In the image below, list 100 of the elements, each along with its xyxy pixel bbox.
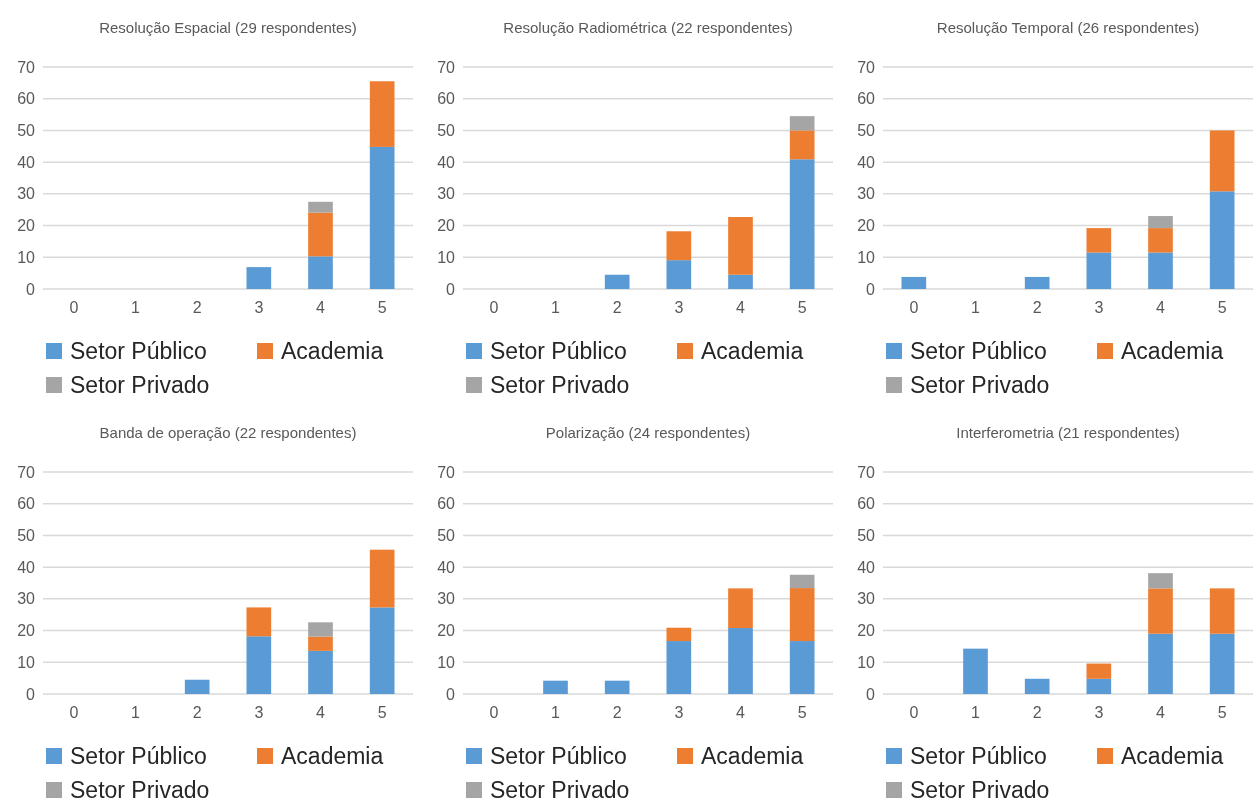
y-tick-label: 0 (26, 280, 36, 298)
bar (1148, 588, 1173, 634)
x-tick-label: 4 (1156, 299, 1166, 316)
y-tick-label: 0 (446, 280, 456, 298)
x-tick-label: 2 (192, 704, 202, 721)
bar (369, 146, 395, 289)
bar (1209, 588, 1235, 634)
x-tick-label: 1 (131, 299, 141, 316)
y-tick-label: 0 (866, 685, 876, 703)
bar (789, 574, 815, 589)
bar (963, 648, 988, 694)
y-tick-label: 40 (857, 558, 876, 576)
bar (246, 636, 272, 694)
bar (1209, 191, 1235, 289)
y-tick-label: 70 (857, 58, 876, 76)
y-tick-label: 20 (437, 217, 456, 235)
x-tick-label: 1 (551, 299, 561, 316)
y-tick-label: 70 (437, 58, 456, 76)
legend-label: Academia (281, 338, 384, 365)
x-tick-label: 3 (674, 299, 684, 316)
bar (1086, 678, 1112, 694)
x-tick-label: 1 (551, 704, 561, 721)
y-tick-label: 60 (857, 495, 876, 513)
bar (1148, 633, 1173, 694)
legend-label: Setor Privado (490, 777, 630, 804)
bar (666, 627, 692, 642)
y-tick-label: 70 (437, 463, 456, 481)
bar (308, 256, 333, 289)
bar (789, 116, 815, 131)
x-tick-label: 4 (316, 704, 326, 721)
y-tick-label: 0 (866, 280, 876, 298)
y-tick-label: 70 (17, 58, 36, 76)
legend-label: Setor Público (490, 338, 627, 365)
bar (666, 641, 692, 694)
x-tick-label: 4 (1156, 704, 1166, 721)
x-tick-label: 0 (69, 299, 79, 316)
y-tick-label: 70 (857, 463, 876, 481)
legend-label: Academia (701, 743, 804, 770)
bar (1148, 216, 1173, 229)
y-tick-label: 40 (17, 558, 36, 576)
y-tick-label: 10 (437, 248, 456, 266)
chart-title: Polarização (24 respondentes) (545, 424, 751, 441)
y-tick-label: 10 (17, 653, 36, 671)
legend-label: Setor Privado (910, 777, 1050, 804)
x-tick-label: 3 (1094, 704, 1104, 721)
x-tick-label: 5 (797, 704, 807, 721)
x-tick-label: 4 (736, 704, 746, 721)
x-tick-label: 5 (1217, 299, 1227, 316)
legend-label: Setor Público (490, 743, 627, 770)
y-tick-label: 30 (437, 590, 456, 608)
bar (369, 607, 395, 694)
y-tick-label: 40 (437, 153, 456, 171)
bar (789, 588, 815, 642)
x-tick-label: 0 (909, 299, 919, 316)
bar (1024, 276, 1050, 289)
legend-label: Academia (1121, 338, 1224, 365)
y-tick-label: 60 (437, 90, 456, 108)
y-tick-label: 10 (857, 248, 876, 266)
y-tick-label: 60 (17, 495, 36, 513)
bar (1086, 228, 1112, 253)
x-tick-label: 3 (254, 704, 264, 721)
y-tick-label: 60 (17, 90, 36, 108)
y-tick-label: 10 (17, 248, 36, 266)
legend-label: Setor Privado (910, 372, 1050, 399)
y-tick-label: 40 (857, 153, 876, 171)
x-tick-label: 0 (489, 299, 499, 316)
bar (1209, 633, 1235, 694)
y-tick-label: 50 (857, 122, 876, 140)
bar (901, 276, 927, 289)
y-tick-label: 60 (437, 495, 456, 513)
chart-title: Resolução Espacial (29 respondentes) (99, 19, 357, 36)
bar (666, 260, 692, 289)
bar (728, 588, 753, 629)
x-tick-label: 1 (971, 299, 981, 316)
bar (666, 231, 692, 261)
x-tick-label: 2 (1032, 704, 1042, 721)
bar (789, 159, 815, 289)
y-tick-label: 20 (17, 622, 36, 640)
chart-title: Interferometria (21 respondentes) (956, 424, 1180, 441)
bar (1148, 228, 1173, 253)
y-tick-label: 50 (857, 527, 876, 545)
x-tick-label: 5 (377, 704, 387, 721)
bar (308, 636, 333, 651)
bar (1148, 252, 1173, 289)
y-tick-label: 50 (437, 122, 456, 140)
y-tick-label: 20 (17, 217, 36, 235)
x-tick-label: 5 (797, 299, 807, 316)
bar (1209, 130, 1235, 192)
bar (308, 622, 333, 637)
bar (789, 130, 815, 160)
x-tick-label: 2 (612, 299, 622, 316)
bar (728, 274, 753, 289)
legend-label: Setor Privado (490, 372, 630, 399)
legend-label: Academia (1121, 743, 1224, 770)
y-tick-label: 30 (17, 185, 36, 203)
x-tick-label: 3 (254, 299, 264, 316)
y-tick-label: 10 (857, 653, 876, 671)
y-tick-label: 50 (17, 527, 36, 545)
x-tick-label: 4 (316, 299, 326, 316)
y-tick-label: 30 (17, 590, 36, 608)
